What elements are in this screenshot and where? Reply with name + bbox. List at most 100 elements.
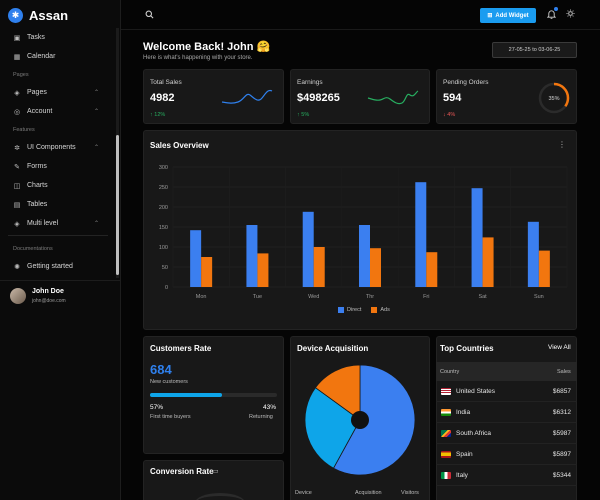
pie-slice-desktop[interactable] bbox=[332, 364, 416, 476]
first-time-label: First time buyers bbox=[150, 414, 191, 420]
flag-icon bbox=[441, 408, 451, 416]
bell-icon[interactable] bbox=[546, 9, 557, 21]
conversion-gauge bbox=[195, 493, 245, 500]
pie-slice-mobile[interactable] bbox=[314, 364, 361, 421]
gear-icon: ✲ bbox=[14, 144, 20, 152]
earnings-label: Earnings bbox=[297, 79, 323, 86]
chevron-up-icon[interactable]: ⌃ bbox=[93, 90, 99, 96]
sidebar-item-label: Calendar bbox=[27, 53, 56, 60]
stack-icon: ◈ bbox=[14, 220, 20, 228]
sidebar-item-getting-started[interactable]: ✺ Getting started bbox=[0, 257, 116, 276]
country-name: South Africa bbox=[456, 429, 492, 437]
sidebar-item-label: Tasks bbox=[27, 34, 45, 41]
user-email: john@doe.com bbox=[32, 298, 66, 304]
sidebar-item-tables[interactable]: ▤ Tables bbox=[0, 195, 116, 214]
pending-orders-ring: 35% bbox=[538, 82, 570, 114]
x-tick-label: Mon bbox=[196, 294, 207, 300]
layers-icon: ◈ bbox=[14, 89, 20, 97]
country-row[interactable]: South Africa $5987 bbox=[436, 423, 577, 444]
y-tick-label: 100 bbox=[159, 245, 168, 251]
total-sales-label: Total Sales bbox=[150, 79, 182, 86]
sidebar-item-tasks[interactable]: ▣ Tasks bbox=[0, 28, 116, 47]
legend-direct-label: Direct bbox=[347, 307, 362, 313]
country-sales: $5897 bbox=[552, 450, 571, 458]
bar-ads-wed bbox=[313, 247, 325, 287]
bar-ads-tue bbox=[257, 253, 269, 287]
sidebar-divider bbox=[8, 235, 108, 236]
legend-ads[interactable]: Ads bbox=[371, 307, 390, 313]
flag-icon bbox=[441, 429, 451, 437]
plus-box-icon: ⊞ bbox=[487, 13, 493, 19]
y-tick-label: 250 bbox=[159, 185, 168, 191]
sidebar-item-label: Tables bbox=[27, 201, 48, 208]
sidebar-nav: ▣ Tasks ▦ Calendar Pages ◈ Pages ⌃ ◎ Account ⌃ Feat… bbox=[0, 28, 116, 276]
bar-ads-sat bbox=[482, 237, 494, 287]
brand[interactable]: ✱ Assan bbox=[8, 6, 68, 24]
chevron-up-icon[interactable]: ⌃ bbox=[93, 109, 99, 115]
x-tick-label: Thr bbox=[366, 294, 374, 300]
flag-icon bbox=[441, 450, 451, 458]
bar-ads-thr bbox=[370, 248, 381, 287]
sidebar-item-forms[interactable]: ✎ Forms bbox=[0, 157, 116, 176]
arrow-up-icon: ↑ bbox=[150, 112, 153, 118]
user-profile[interactable] bbox=[0, 280, 120, 312]
chevron-up-icon[interactable]: ⌃ bbox=[93, 145, 99, 151]
y-tick-label: 150 bbox=[159, 225, 168, 231]
country-sales: $6312 bbox=[552, 408, 571, 416]
brand-name: Assan bbox=[29, 7, 69, 23]
first-time-pct: 57% bbox=[150, 404, 164, 411]
sidebar-item-account[interactable]: ◎ Account ⌃ bbox=[0, 102, 116, 121]
customers-rate-title: Customers Rate bbox=[150, 344, 212, 353]
flag-icon bbox=[441, 387, 451, 395]
x-tick-label: Fri bbox=[423, 294, 429, 300]
y-tick-label: 0 bbox=[165, 285, 168, 291]
total-sales-trend-value: 12% bbox=[154, 112, 166, 118]
sun-icon[interactable] bbox=[566, 9, 575, 20]
sidebar-item-calendar[interactable]: ▦ Calendar bbox=[0, 47, 116, 66]
sidebar-item-ui-components[interactable]: ✲ UI Components ⌃ bbox=[0, 138, 116, 157]
country-name: United States bbox=[456, 387, 496, 395]
total-sales-sparkline bbox=[221, 89, 273, 104]
search-icon[interactable] bbox=[145, 10, 154, 21]
pie-slice-tablet[interactable] bbox=[304, 387, 361, 469]
sidebar-item-multi-level[interactable]: ◈ Multi level ⌃ bbox=[0, 214, 116, 233]
country-row[interactable]: India $6312 bbox=[436, 402, 577, 423]
pending-orders-ring-label: 35% bbox=[548, 96, 559, 102]
sidebar-item-pages[interactable]: ◈ Pages ⌃ bbox=[0, 83, 116, 102]
add-widget-button[interactable]: ⊞ Add Widget bbox=[480, 8, 536, 23]
customers-progress-fill bbox=[150, 393, 223, 397]
countries-col-country: Country bbox=[440, 369, 460, 375]
country-row[interactable]: Spain $5897 bbox=[436, 444, 577, 465]
country-row[interactable]: United States $6857 bbox=[436, 381, 577, 402]
comment-icon[interactable]: ▭ bbox=[212, 468, 219, 475]
sidebar-item-label: Forms bbox=[27, 163, 47, 170]
chevron-up-icon[interactable]: ⌃ bbox=[93, 221, 99, 227]
device-acquisition-title: Device Acquisition bbox=[297, 344, 369, 353]
sidebar-item-charts[interactable]: ◫ Charts bbox=[0, 176, 116, 195]
sidebar-section-label: Pages bbox=[13, 71, 29, 78]
page-subtitle: Here is what's happening with your store… bbox=[143, 55, 253, 61]
legend-direct[interactable]: Direct bbox=[338, 307, 361, 313]
sales-bar-chart: 0 50 100 150 200 250 300 Mon Tue Wed Thr Fri Sat Sun bbox=[159, 165, 568, 300]
avatar[interactable] bbox=[10, 288, 26, 304]
sidebar-item-label: Multi level bbox=[27, 220, 59, 227]
country-name: Spain bbox=[456, 450, 473, 458]
arrow-up-icon: ↑ bbox=[297, 112, 300, 118]
earnings-card bbox=[290, 69, 430, 124]
returning-label: Returning bbox=[249, 414, 273, 420]
countries-col-sales: Sales bbox=[557, 369, 571, 375]
bar-direct-tue bbox=[246, 225, 258, 287]
x-tick-label: Wed bbox=[308, 294, 319, 300]
date-range-picker[interactable]: 27-05-25 to 03-06-25 bbox=[492, 42, 577, 58]
bar-direct-sun bbox=[527, 221, 539, 287]
chart-legend: Direct Ads bbox=[338, 307, 390, 313]
country-row[interactable]: Italy $5344 bbox=[436, 465, 577, 486]
device-pie-chart bbox=[304, 364, 416, 476]
sidebar-scroll-thumb[interactable] bbox=[116, 135, 119, 275]
view-all-link[interactable]: View All bbox=[548, 344, 571, 351]
page-title: Welcome Back! John 🤗 bbox=[143, 41, 271, 53]
more-options-icon[interactable]: ⋮ bbox=[558, 140, 566, 149]
bar-direct-fri bbox=[415, 182, 427, 287]
bar-direct-mon bbox=[190, 230, 202, 287]
country-sales: $5987 bbox=[552, 429, 571, 437]
